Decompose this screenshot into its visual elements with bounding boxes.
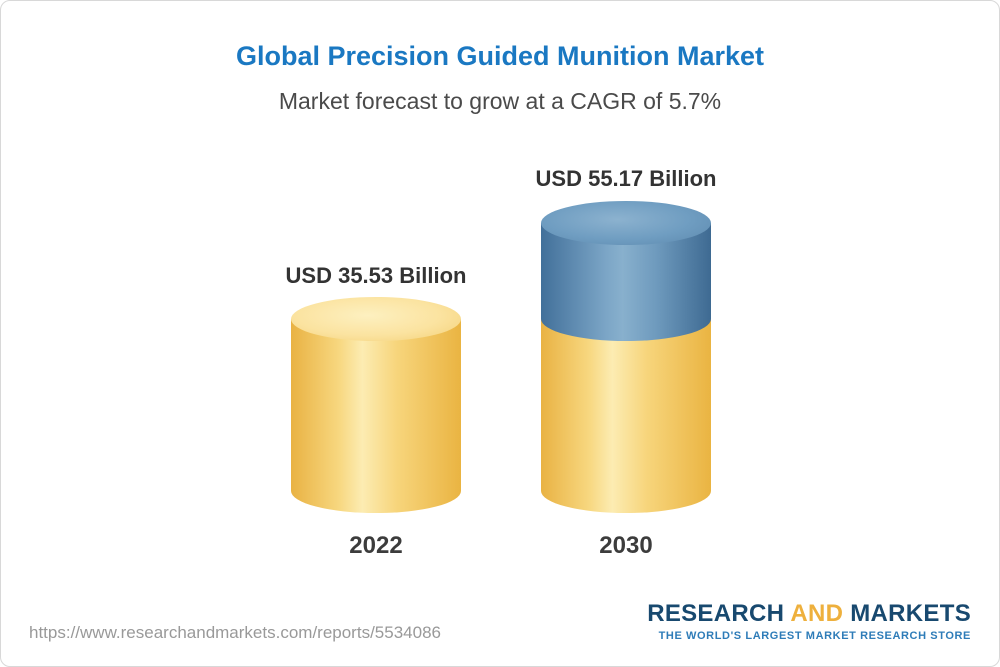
logo-word-research: RESEARCH — [647, 600, 785, 627]
bar-value-label-2022: USD 35.53 Billion — [285, 263, 467, 288]
cylinder-segment-2022-gold — [291, 318, 461, 513]
logo-word-markets: MARKETS — [850, 600, 971, 627]
logo-word-and: AND — [790, 600, 844, 627]
bar-value-label-2030: USD 55.17 Billion — [535, 166, 717, 191]
page-title: Global Precision Guided Munition Market — [235, 41, 765, 71]
logo-wordmark: RESEARCH AND MARKETS — [647, 600, 971, 627]
bar-category-2022: 2022 — [349, 532, 403, 559]
source-url: https://www.researchandmarkets.com/repor… — [29, 623, 441, 642]
bar-category-2030: 2030 — [599, 532, 653, 559]
page-subtitle: Market forecast to grow at a CAGR of 5.7… — [278, 88, 722, 114]
logo-tagline: THE WORLD'S LARGEST MARKET RESEARCH STOR… — [658, 630, 971, 643]
cylinder-cap-2030 — [541, 201, 711, 246]
research-and-markets-logo: RESEARCH AND MARKETS THE WORLD'S LARGEST… — [647, 600, 971, 643]
cylinder-segment-2030-gold — [541, 318, 711, 513]
cylinder-cap-2022 — [291, 296, 461, 341]
